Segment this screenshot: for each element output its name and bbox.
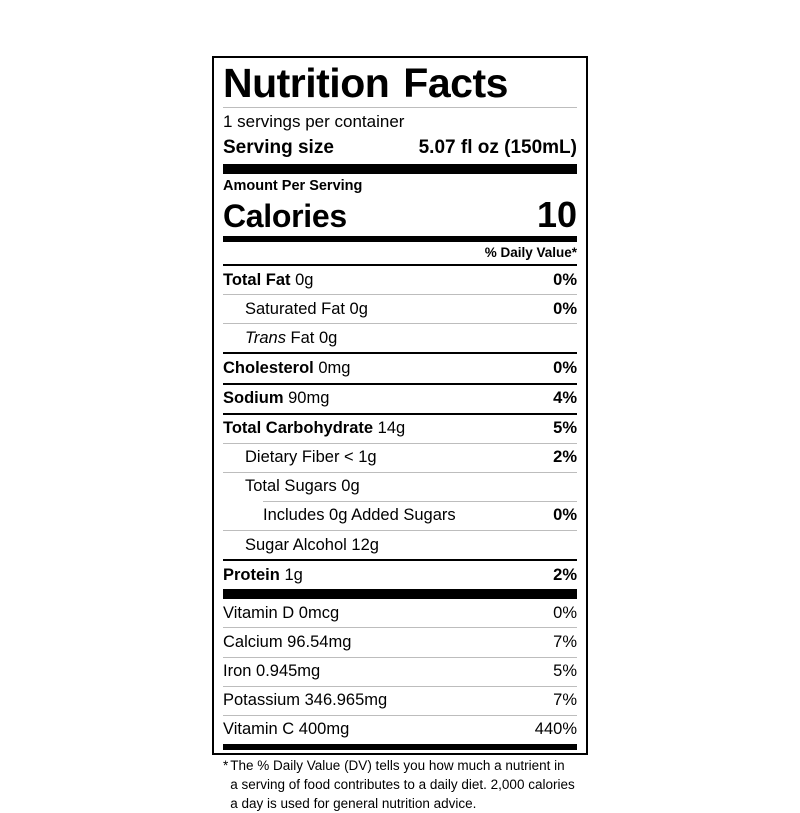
divider-thick-above-footnote — [223, 743, 577, 750]
page-title: Nutrition Facts — [223, 58, 577, 107]
daily-value-header: % Daily Value* — [484, 244, 577, 260]
row-divider — [223, 559, 577, 562]
footnote: * The % Daily Value (DV) tells you how m… — [223, 750, 577, 813]
vitamin-dv: 0% — [553, 603, 577, 622]
nutrient-amount: 90mg — [288, 389, 330, 408]
row-divider — [223, 412, 577, 415]
table-row: Vitamin D 0mcg 0% — [223, 599, 577, 627]
nutrient-dv: 2% — [553, 448, 577, 467]
table-row: Total Carbohydrate 14g 5% — [223, 415, 577, 443]
table-row: Sodium 90mg 4% — [223, 385, 577, 413]
vitamin-c: Vitamin C 400mg — [223, 720, 350, 739]
nutrient-amount: 14g — [377, 419, 406, 438]
row-divider-indented — [263, 500, 577, 502]
nutrient-dv: 2% — [553, 565, 577, 584]
vitamin-dv: 7% — [553, 632, 577, 651]
table-row: Vitamin C 400mg 440% — [223, 716, 577, 744]
row-divider — [223, 627, 577, 629]
calories-label: Calories — [223, 198, 347, 235]
nutrient-sugar-alcohol: Sugar Alcohol 12g — [245, 535, 379, 554]
footnote-asterisk: * — [223, 757, 229, 773]
nutrient-name: Total Carbohydrate — [223, 419, 374, 438]
table-row: Iron 0.945mg 5% — [223, 658, 577, 686]
nutrient-dv: 0% — [553, 506, 577, 525]
nutrient-name-italic: Trans — [245, 328, 286, 347]
nutrient-trans-fat: Trans Fat 0g — [245, 328, 337, 349]
table-row: Dietary Fiber < 1g 2% — [223, 444, 577, 472]
nutrient-dietary-fiber: Dietary Fiber < 1g — [245, 448, 377, 467]
table-row: Saturated Fat 0g 0% — [223, 295, 577, 323]
row-divider — [223, 471, 577, 473]
nutrient-name: Total Fat — [223, 270, 291, 289]
serving-size-value: 5.07 fl oz (150mL) — [418, 136, 577, 158]
vitamin-d: Vitamin D 0mcg — [223, 603, 340, 622]
nutrient-dv: 0% — [553, 299, 577, 318]
nutrient-amount: 1g — [284, 565, 303, 584]
nutrient-total-fat: Total Fat 0g — [223, 270, 313, 291]
nutrient-name: Sodium — [223, 389, 284, 408]
row-divider — [223, 352, 577, 355]
divider-thick-above-vitamins — [223, 589, 577, 600]
nutrient-cholesterol: Cholesterol 0mg — [223, 358, 350, 379]
nutrient-amount: Fat 0g — [290, 328, 338, 347]
vitamin-dv: 7% — [553, 691, 577, 710]
divider-under-dv-header — [223, 264, 577, 267]
divider-thick-under-calories — [223, 235, 577, 242]
calories-value: 10 — [536, 194, 577, 236]
title-word-facts: Facts — [403, 60, 508, 106]
nutrient-sodium: Sodium 90mg — [223, 388, 329, 409]
nutrient-dv: 5% — [553, 419, 577, 438]
servings-per-container: 1 servings per container — [223, 112, 405, 132]
divider-under-title — [223, 107, 577, 109]
nutrition-facts-panel: Nutrition Facts 1 servings per container … — [212, 56, 588, 811]
row-divider — [223, 714, 577, 716]
nutrient-protein: Protein 1g — [223, 565, 303, 586]
row-divider — [223, 656, 577, 658]
row-divider — [223, 382, 577, 385]
table-row: Trans Fat 0g — [223, 324, 577, 352]
vitamin-dv: 440% — [534, 720, 577, 739]
table-row: Potassium 346.965mg 7% — [223, 687, 577, 715]
potassium: Potassium 346.965mg — [223, 691, 388, 710]
table-row: Total Fat 0g 0% — [223, 266, 577, 294]
divider-thick-under-serving-size — [223, 164, 577, 175]
nutrient-name: Protein — [223, 565, 280, 584]
row-divider — [223, 442, 577, 444]
nutrient-added-sugars: Includes 0g Added Sugars — [263, 506, 456, 525]
nutrient-amount: 0mg — [318, 358, 351, 377]
calories-row: Calories 10 — [223, 196, 577, 236]
nutrient-total-carbohydrate: Total Carbohydrate 14g — [223, 418, 405, 439]
footnote-text: The % Daily Value (DV) tells you how muc… — [230, 757, 575, 812]
table-row: Includes 0g Added Sugars 0% — [223, 502, 577, 530]
row-divider — [223, 294, 577, 296]
table-row: Sugar Alcohol 12g — [223, 531, 577, 559]
table-row: Calcium 96.54mg 7% — [223, 628, 577, 656]
title-word-nutrition: Nutrition — [223, 60, 390, 106]
serving-size-label: Serving size — [223, 136, 334, 158]
nutrient-saturated-fat: Saturated Fat 0g — [245, 299, 368, 318]
nutrient-dv: 0% — [553, 270, 577, 289]
iron: Iron 0.945mg — [223, 662, 321, 681]
nutrient-name: Cholesterol — [223, 358, 314, 377]
serving-size-row: Serving size 5.07 fl oz (150mL) — [223, 135, 577, 165]
nutrient-total-sugars: Total Sugars 0g — [245, 477, 360, 496]
nutrient-dv: 0% — [553, 358, 577, 377]
nutrient-dv: 4% — [553, 389, 577, 408]
nutrient-amount: 0g — [295, 270, 314, 289]
row-divider — [223, 323, 577, 325]
amount-per-serving-label: Amount Per Serving — [223, 178, 363, 195]
row-divider — [223, 530, 577, 532]
calcium: Calcium 96.54mg — [223, 632, 352, 651]
table-row: Protein 1g 2% — [223, 561, 577, 589]
vitamin-dv: 5% — [553, 662, 577, 681]
table-row: Total Sugars 0g — [223, 473, 577, 501]
row-divider — [223, 685, 577, 687]
table-row: Cholesterol 0mg 0% — [223, 354, 577, 382]
